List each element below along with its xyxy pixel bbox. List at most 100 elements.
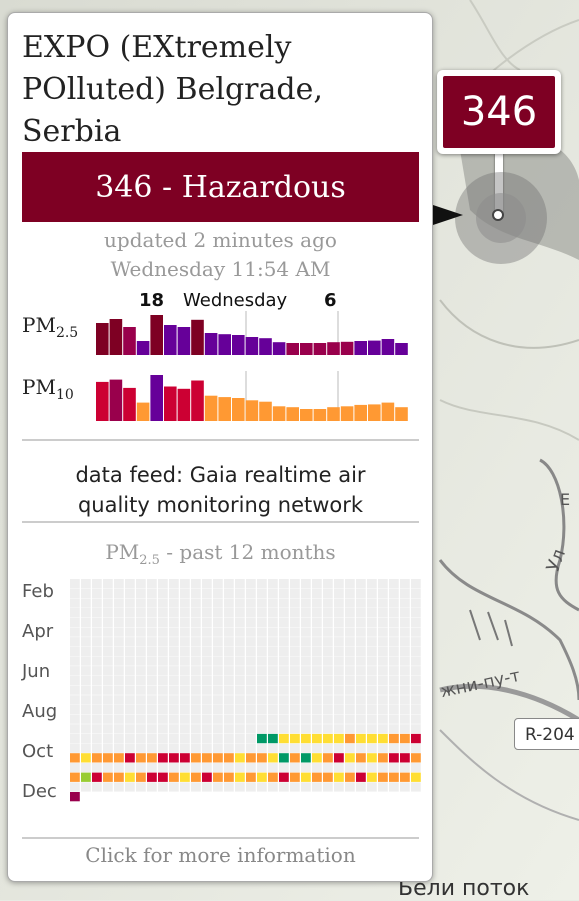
calendar-day-cell xyxy=(114,714,124,724)
calendar-day-cell xyxy=(191,646,201,657)
calendar-day-cell xyxy=(356,656,366,666)
calendar-day-cell xyxy=(202,685,212,695)
calendar-day-cell xyxy=(136,733,146,744)
calendar-day-cell xyxy=(169,724,179,734)
station-title-line2: POlluted) Belgrade, xyxy=(22,72,323,107)
calendar-day-cell xyxy=(202,598,212,608)
calendar-day-cell xyxy=(125,637,135,647)
calendar-day-cell xyxy=(356,733,366,744)
calendar-day-cell xyxy=(202,733,212,744)
calendar-day-cell xyxy=(224,762,234,773)
calendar-day-cell xyxy=(224,617,234,627)
calendar-day-cell xyxy=(279,782,289,792)
calendar-day-cell xyxy=(147,598,157,608)
calendar-day-cell xyxy=(268,772,278,782)
calendar-day-cell xyxy=(114,743,124,753)
station-marker[interactable]: 346 xyxy=(437,70,561,154)
calendar-day-cell xyxy=(290,588,300,598)
calendar-day-cell xyxy=(224,743,234,753)
calendar-day-cell xyxy=(290,646,300,657)
calendar-day-cell xyxy=(136,579,146,589)
calendar-day-cell xyxy=(235,637,245,647)
calendar-day-cell xyxy=(378,714,388,724)
calendar-day-cell xyxy=(191,714,201,724)
calendar-day-cell xyxy=(191,675,201,686)
station-dot[interactable] xyxy=(492,209,504,221)
calendar-day-cell xyxy=(169,772,179,782)
calendar-day-cell xyxy=(169,743,179,753)
calendar-day-cell xyxy=(334,588,344,598)
calendar-day-cell xyxy=(224,714,234,724)
marker-stem xyxy=(495,154,503,214)
pm25-bar xyxy=(136,341,150,355)
calendar-day-cell xyxy=(224,598,234,608)
calendar-day-cell xyxy=(290,695,300,705)
pm10-bar xyxy=(300,409,313,421)
calendar-day-cell xyxy=(92,782,102,792)
pm10-bar xyxy=(313,409,327,421)
calendar-day-cell xyxy=(389,704,399,715)
calendar-day-cell xyxy=(235,588,245,598)
calendar-day-cell xyxy=(169,695,179,705)
calendar-day-cell xyxy=(312,617,322,627)
forecast-day-label: Wednesday xyxy=(183,290,288,311)
calendar-day-cell xyxy=(147,714,157,724)
calendar-day-cell xyxy=(400,598,410,608)
calendar-day-cell xyxy=(202,646,212,657)
calendar-day-cell xyxy=(345,627,355,637)
pm10-bar xyxy=(136,402,150,421)
station-popup[interactable]: EXPO (EXtremely POlluted) Belgrade, Serb… xyxy=(7,12,433,882)
calendar-day-cell xyxy=(312,646,322,657)
pm25-bar xyxy=(368,340,381,355)
calendar-day-cell xyxy=(246,656,256,666)
calendar-day-cell xyxy=(70,627,80,637)
calendar-day-cell xyxy=(235,782,245,792)
calendar-day-cell xyxy=(125,656,135,666)
calendar-day-cell xyxy=(180,656,190,666)
calendar-day-cell xyxy=(246,637,256,647)
calendar-day-cell xyxy=(103,637,113,647)
calendar-day-cell xyxy=(158,579,168,589)
calendar-day-cell xyxy=(323,685,333,695)
calendar-day-cell xyxy=(279,695,289,705)
calendar-day-cell xyxy=(301,733,311,744)
more-info-link[interactable]: Click for more information xyxy=(85,843,356,867)
calendar-day-cell xyxy=(213,608,223,618)
calendar-day-cell xyxy=(92,617,102,627)
calendar-day-cell xyxy=(70,685,80,695)
calendar-day-cell xyxy=(378,762,388,773)
calendar-day-cell xyxy=(191,579,201,589)
calendar-day-cell xyxy=(367,579,377,589)
calendar-day-cell xyxy=(367,646,377,657)
calendar-day-cell xyxy=(180,666,190,676)
calendar-day-cell xyxy=(158,733,168,744)
calendar-day-cell xyxy=(191,666,201,676)
calendar-day-cell xyxy=(213,617,223,627)
calendar-day-cell xyxy=(268,666,278,676)
calendar-day-cell xyxy=(279,588,289,598)
calendar-day-cell xyxy=(92,685,102,695)
calendar-day-cell xyxy=(323,714,333,724)
calendar-day-cell xyxy=(103,685,113,695)
calendar-day-cell xyxy=(103,646,113,657)
calendar-day-cell xyxy=(257,772,267,782)
calendar-day-cell xyxy=(224,666,234,676)
calendar-day-cell xyxy=(136,724,146,734)
pm10-bar xyxy=(191,380,204,421)
data-feed[interactable]: data feed: Gaia realtime air quality mon… xyxy=(22,460,419,520)
calendar-day-cell xyxy=(158,685,168,695)
calendar-day-cell xyxy=(147,762,157,773)
calendar-day-cell xyxy=(136,646,146,657)
calendar-day-cell xyxy=(125,714,135,724)
calendar-day-cell xyxy=(191,724,201,734)
calendar-day-cell xyxy=(81,608,91,618)
calendar-day-cell xyxy=(213,704,223,715)
calendar-day-cell xyxy=(103,704,113,715)
calendar-day-cell xyxy=(92,608,102,618)
calendar-day-cell xyxy=(290,714,300,724)
pm25-bar xyxy=(259,338,272,355)
month-label-aug: Aug xyxy=(22,701,58,722)
calendar-day-cell xyxy=(411,627,421,637)
calendar-day-cell xyxy=(246,714,256,724)
pm10-chart xyxy=(96,371,408,421)
